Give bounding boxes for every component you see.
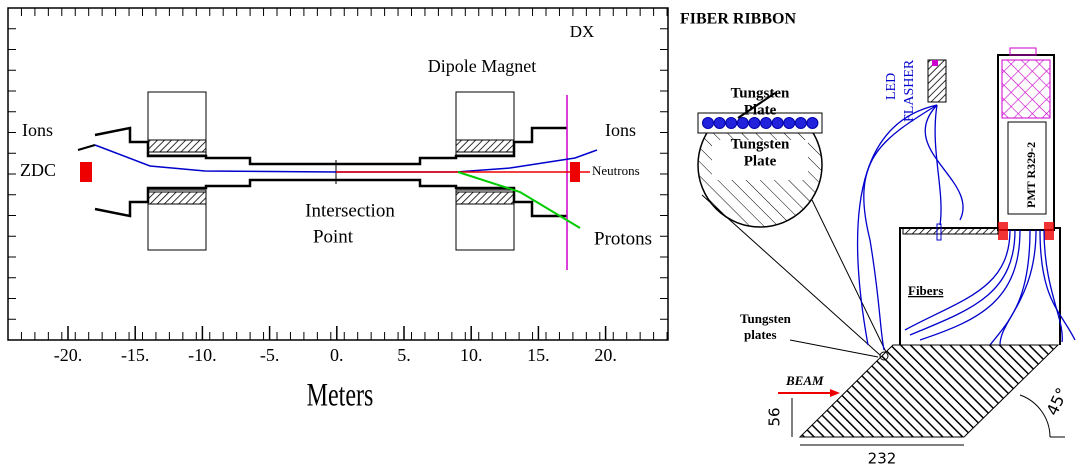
label: 45° <box>1042 385 1071 419</box>
frame-ticks <box>7 7 668 341</box>
fiber <box>771 117 784 129</box>
calorimeter-diagram: FIBER RIBBON Tungsten Plate Tungsten Pla… <box>680 11 1076 468</box>
label: Protons <box>594 228 652 249</box>
label: Plate <box>744 102 777 118</box>
x-axis: -20. -15. -10. -5. 0. 5. 10. 15. 20. <box>54 326 617 365</box>
label: 56 <box>766 407 784 426</box>
magnet <box>455 189 515 251</box>
fiber <box>794 117 807 129</box>
magnet-hatch <box>147 191 207 205</box>
fiber <box>702 117 714 129</box>
fiber-hole <box>936 223 942 241</box>
fiber <box>713 117 726 129</box>
label: DX <box>570 22 595 41</box>
x-tick-label: -15. <box>121 345 150 365</box>
label: Point <box>313 226 354 247</box>
label: plates <box>744 327 777 342</box>
frame <box>7 7 669 341</box>
beamline-diagram: DX Dipole Magnet Ions Ions ZDC Neutrons … <box>7 7 669 414</box>
label: Ions <box>605 120 636 140</box>
fiber <box>748 117 761 129</box>
magnet-hatch <box>147 139 207 153</box>
label: Plate <box>744 153 777 169</box>
label: LED <box>884 73 899 100</box>
x-tick-label: -20. <box>54 345 83 365</box>
label: Tungsten <box>740 311 792 326</box>
axis-title: Meters <box>307 377 374 414</box>
label: Tungsten <box>731 136 790 152</box>
x-tick-label: -10. <box>188 345 217 365</box>
label: Intersection <box>305 200 395 221</box>
label: ZDC <box>20 160 56 180</box>
label: Ions <box>22 120 53 140</box>
pmt <box>1007 121 1047 215</box>
angle-arc <box>1019 394 1051 438</box>
fibers <box>856 104 1076 351</box>
magnet <box>147 189 207 251</box>
fiber <box>783 117 796 129</box>
box-lid <box>902 227 999 235</box>
fiber-ribbon <box>702 117 819 129</box>
magnet-hatch <box>455 139 515 153</box>
label: Tungsten <box>731 85 790 101</box>
beam-pipe <box>94 178 567 218</box>
zoom-line <box>811 199 887 353</box>
pointer <box>737 92 776 119</box>
label: BEAM <box>785 373 824 388</box>
label-bg <box>712 140 808 180</box>
magnet-hatch <box>455 191 515 205</box>
tungsten-plates <box>798 344 1060 438</box>
x-tick-label: 10. <box>460 345 483 365</box>
label: Fibers <box>908 283 943 298</box>
x-tick-label: 20. <box>594 345 617 365</box>
flange <box>1044 222 1054 240</box>
proton-track <box>457 171 581 229</box>
pipe-end <box>77 144 96 151</box>
label: Dipole Magnet <box>428 56 536 76</box>
label: 232 <box>868 450 897 468</box>
x-tick-label: 0. <box>330 345 344 365</box>
base <box>1001 59 1051 119</box>
box <box>1054 227 1061 345</box>
pointer <box>789 339 879 358</box>
label: PMT R329-2 <box>1024 142 1038 208</box>
x-tick-label: 15. <box>527 345 550 365</box>
zoom-line <box>701 194 881 356</box>
zdc <box>80 162 92 182</box>
x-tick-label: 5. <box>397 345 411 365</box>
label: FLASHER <box>902 59 917 122</box>
fiber <box>725 117 738 129</box>
arrowhead <box>830 389 840 397</box>
x-tick-label: -5. <box>260 345 280 365</box>
led-flasher <box>927 59 947 103</box>
fiber <box>736 117 749 129</box>
led <box>932 60 938 66</box>
beam-pipe <box>94 126 567 166</box>
label: FIBER RIBBON <box>680 11 796 28</box>
label: Neutrons <box>592 163 640 178</box>
connector <box>1009 47 1037 56</box>
fiber <box>806 117 819 129</box>
flange <box>998 222 1008 240</box>
fiber <box>760 117 772 129</box>
